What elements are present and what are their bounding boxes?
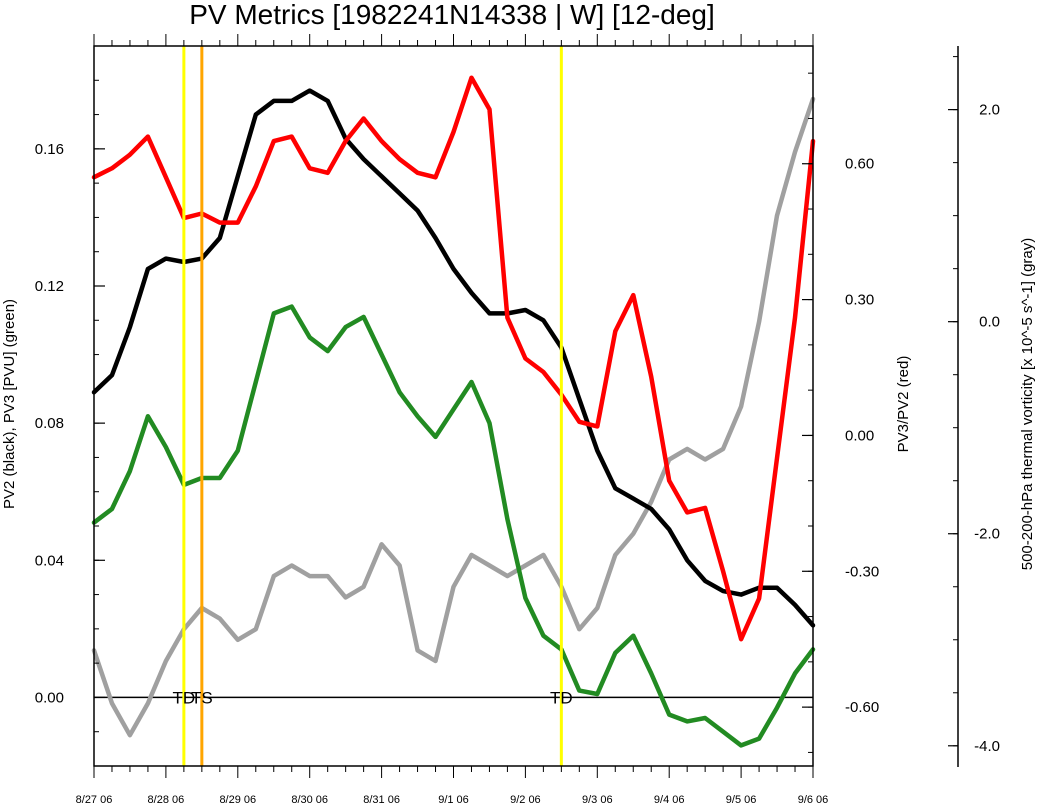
red-tick-label: 0.30: [845, 292, 874, 309]
x-tick-label: 9/2 06: [510, 794, 541, 805]
left-tick-label: 0.00: [35, 689, 64, 706]
axes-layer: 0.00 0.04 0.08 0.12 0.16 -0.60 -0.30 0.00 0.30 0.…: [35, 34, 1000, 805]
stage-label-td-2: TD: [550, 688, 573, 707]
red-axis-title: PV3/PV2 (red): [895, 356, 912, 453]
series-layer: [91, 75, 816, 748]
red-tick-label: 0.00: [845, 427, 874, 444]
gray-axis-title: 500-200-hPa thermal vorticity [x 10^-5 s…: [1019, 238, 1036, 571]
red-tick-label: -0.30: [845, 563, 879, 580]
left-tick-label: 0.04: [35, 552, 64, 569]
x-tick-label: 8/30 06: [291, 794, 328, 805]
left-tick-label: 0.16: [35, 141, 64, 158]
thermal-vorticity-line: [91, 96, 816, 738]
pv2-line: [91, 88, 816, 628]
stage-label-td-0: TD: [173, 688, 196, 707]
x-tick-label: 8/31 06: [363, 794, 400, 805]
x-tick-label: 8/27 06: [76, 794, 113, 805]
gray-tick-label: -2.0: [974, 526, 1000, 543]
gray-tick-label: 2.0: [979, 102, 1000, 119]
left-axis-title: PV2 (black), PV3 [PVU] (green): [1, 299, 18, 509]
stage-label-ts-1: TS: [191, 688, 213, 707]
x-tick-label: 8/28 06: [148, 794, 185, 805]
x-tick-label: 9/5 06: [726, 794, 757, 805]
x-tick-label: 9/4 06: [654, 794, 685, 805]
red-tick-label: -0.60: [845, 699, 879, 716]
x-tick-label: 9/3 06: [582, 794, 613, 805]
pv-ratio-line: [91, 75, 816, 642]
red-tick-label: 0.60: [845, 156, 874, 173]
pv3-line: [91, 304, 816, 748]
x-tick-label: 9/6 06: [798, 794, 829, 805]
left-tick-label: 0.12: [35, 278, 64, 295]
gray-tick-label: -4.0: [974, 738, 1000, 755]
x-tick-label: 8/29 06: [219, 794, 256, 805]
chart-title: PV Metrics [1982241N14338 | W] [12-deg]: [189, 0, 715, 30]
x-tick-label: 9/1 06: [438, 794, 469, 805]
left-tick-label: 0.08: [35, 415, 64, 432]
gray-tick-label: 0.0: [979, 314, 1000, 331]
